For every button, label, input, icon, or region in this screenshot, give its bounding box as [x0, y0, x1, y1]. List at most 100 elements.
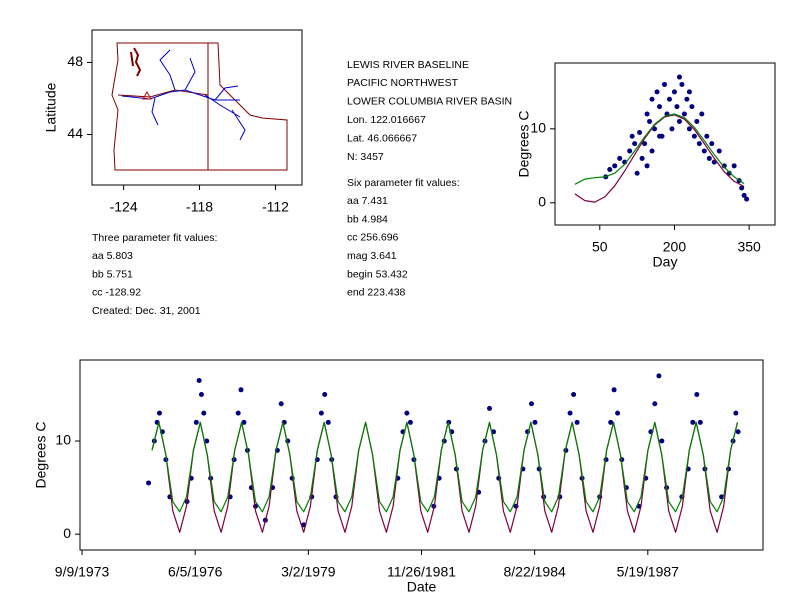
x-tick-label: -124	[110, 199, 138, 215]
data-point	[697, 419, 703, 425]
data-point	[146, 480, 152, 486]
data-point	[679, 81, 685, 87]
data-point	[659, 438, 665, 444]
x-tick-label: 200	[663, 239, 687, 255]
data-point	[193, 419, 199, 425]
data-point	[716, 148, 722, 154]
info-line: bb 4.984	[347, 213, 388, 225]
data-point	[684, 96, 690, 102]
fit-line	[151, 421, 739, 513]
data-point	[278, 401, 284, 407]
data-point	[694, 391, 700, 397]
plot-frame	[554, 62, 776, 226]
state-outline	[111, 42, 288, 171]
data-point	[657, 133, 663, 139]
data-point	[647, 118, 653, 124]
data-point	[686, 89, 692, 95]
info-line: aa 7.431	[347, 195, 388, 207]
data-point	[532, 419, 538, 425]
y-tick-label: 44	[67, 125, 83, 141]
info-line: Six parameter fit values:	[347, 177, 460, 189]
data-point	[629, 133, 635, 139]
info-line: mag 3.641	[347, 250, 397, 262]
data-point	[681, 111, 687, 117]
x-tick-label: -112	[262, 199, 289, 215]
data-point	[709, 141, 715, 147]
x-tick-label: 5/19/1987	[617, 564, 679, 580]
info-line: cc 256.696	[347, 232, 399, 244]
data-point	[691, 133, 697, 139]
map-drawing	[111, 42, 288, 171]
info-line: aa 5.803	[92, 250, 133, 262]
fit-line	[574, 113, 745, 185]
y-tick-label: 0	[63, 525, 71, 541]
data-point	[627, 148, 633, 154]
data-point	[652, 401, 658, 407]
data-point	[739, 185, 745, 191]
data-point	[612, 163, 618, 169]
info-line: end 223.438	[347, 287, 406, 299]
x-tick-label: 50	[592, 239, 608, 255]
plot-frame	[91, 29, 303, 186]
data-point	[690, 419, 696, 425]
data-point	[487, 405, 493, 411]
x-tick-label: 11/26/1981	[387, 564, 456, 580]
data-point	[198, 391, 204, 397]
data-point	[238, 387, 244, 393]
data-point	[571, 391, 577, 397]
info-line: PACIFIC NORTHWEST	[347, 77, 459, 89]
data-point	[241, 419, 247, 425]
data-point	[676, 118, 682, 124]
x-axis-label: Day	[653, 254, 678, 270]
info-line: cc -128.92	[92, 287, 141, 299]
data-point	[196, 377, 202, 383]
data-point	[615, 410, 621, 416]
data-point	[704, 133, 710, 139]
data-point	[726, 170, 732, 176]
data-point	[611, 387, 617, 393]
x-tick-label: -118	[186, 199, 213, 215]
info-line: N: 3457	[347, 151, 384, 163]
data-point	[733, 410, 739, 416]
info-line: Lat. 46.066667	[347, 132, 417, 144]
y-axis-label: Degrees C	[33, 422, 49, 489]
x-tick-label: 6/5/1976	[168, 564, 223, 580]
data-point	[656, 373, 662, 379]
info-line: LOWER COLUMBIA RIVER BASIN	[347, 96, 512, 108]
data-point	[607, 167, 613, 173]
data-point	[574, 419, 580, 425]
data-point	[634, 170, 640, 176]
data-point	[662, 81, 668, 87]
puget-sound	[130, 47, 142, 77]
data-point	[608, 419, 614, 425]
data-point	[657, 104, 663, 110]
y-axis-label: Latitude	[43, 82, 59, 132]
x-tick-label: 350	[737, 239, 761, 255]
data-point	[642, 141, 648, 147]
data-point	[528, 401, 534, 407]
data-point	[318, 410, 324, 416]
data-point	[649, 148, 655, 154]
data-point	[701, 148, 707, 154]
info-line: Lon. 122.016667	[347, 114, 426, 126]
data-point	[156, 410, 162, 416]
data-point	[686, 126, 692, 132]
data-point	[654, 89, 660, 95]
info-line: LEWIS RIVER BASELINE	[347, 59, 469, 71]
data-point	[671, 89, 677, 95]
data-point	[644, 163, 650, 169]
data-point	[735, 429, 741, 435]
data-point	[632, 141, 638, 147]
data-point	[325, 419, 331, 425]
river	[121, 49, 246, 141]
data-point	[404, 410, 410, 416]
info-line: Three parameter fit values:	[92, 232, 217, 244]
x-tick-label: 9/9/1973	[55, 564, 110, 580]
y-tick-label: 48	[67, 53, 83, 69]
data-point	[639, 155, 645, 161]
data-point	[201, 410, 207, 416]
data-point	[649, 96, 655, 102]
y-tick-label: 10	[530, 120, 546, 136]
